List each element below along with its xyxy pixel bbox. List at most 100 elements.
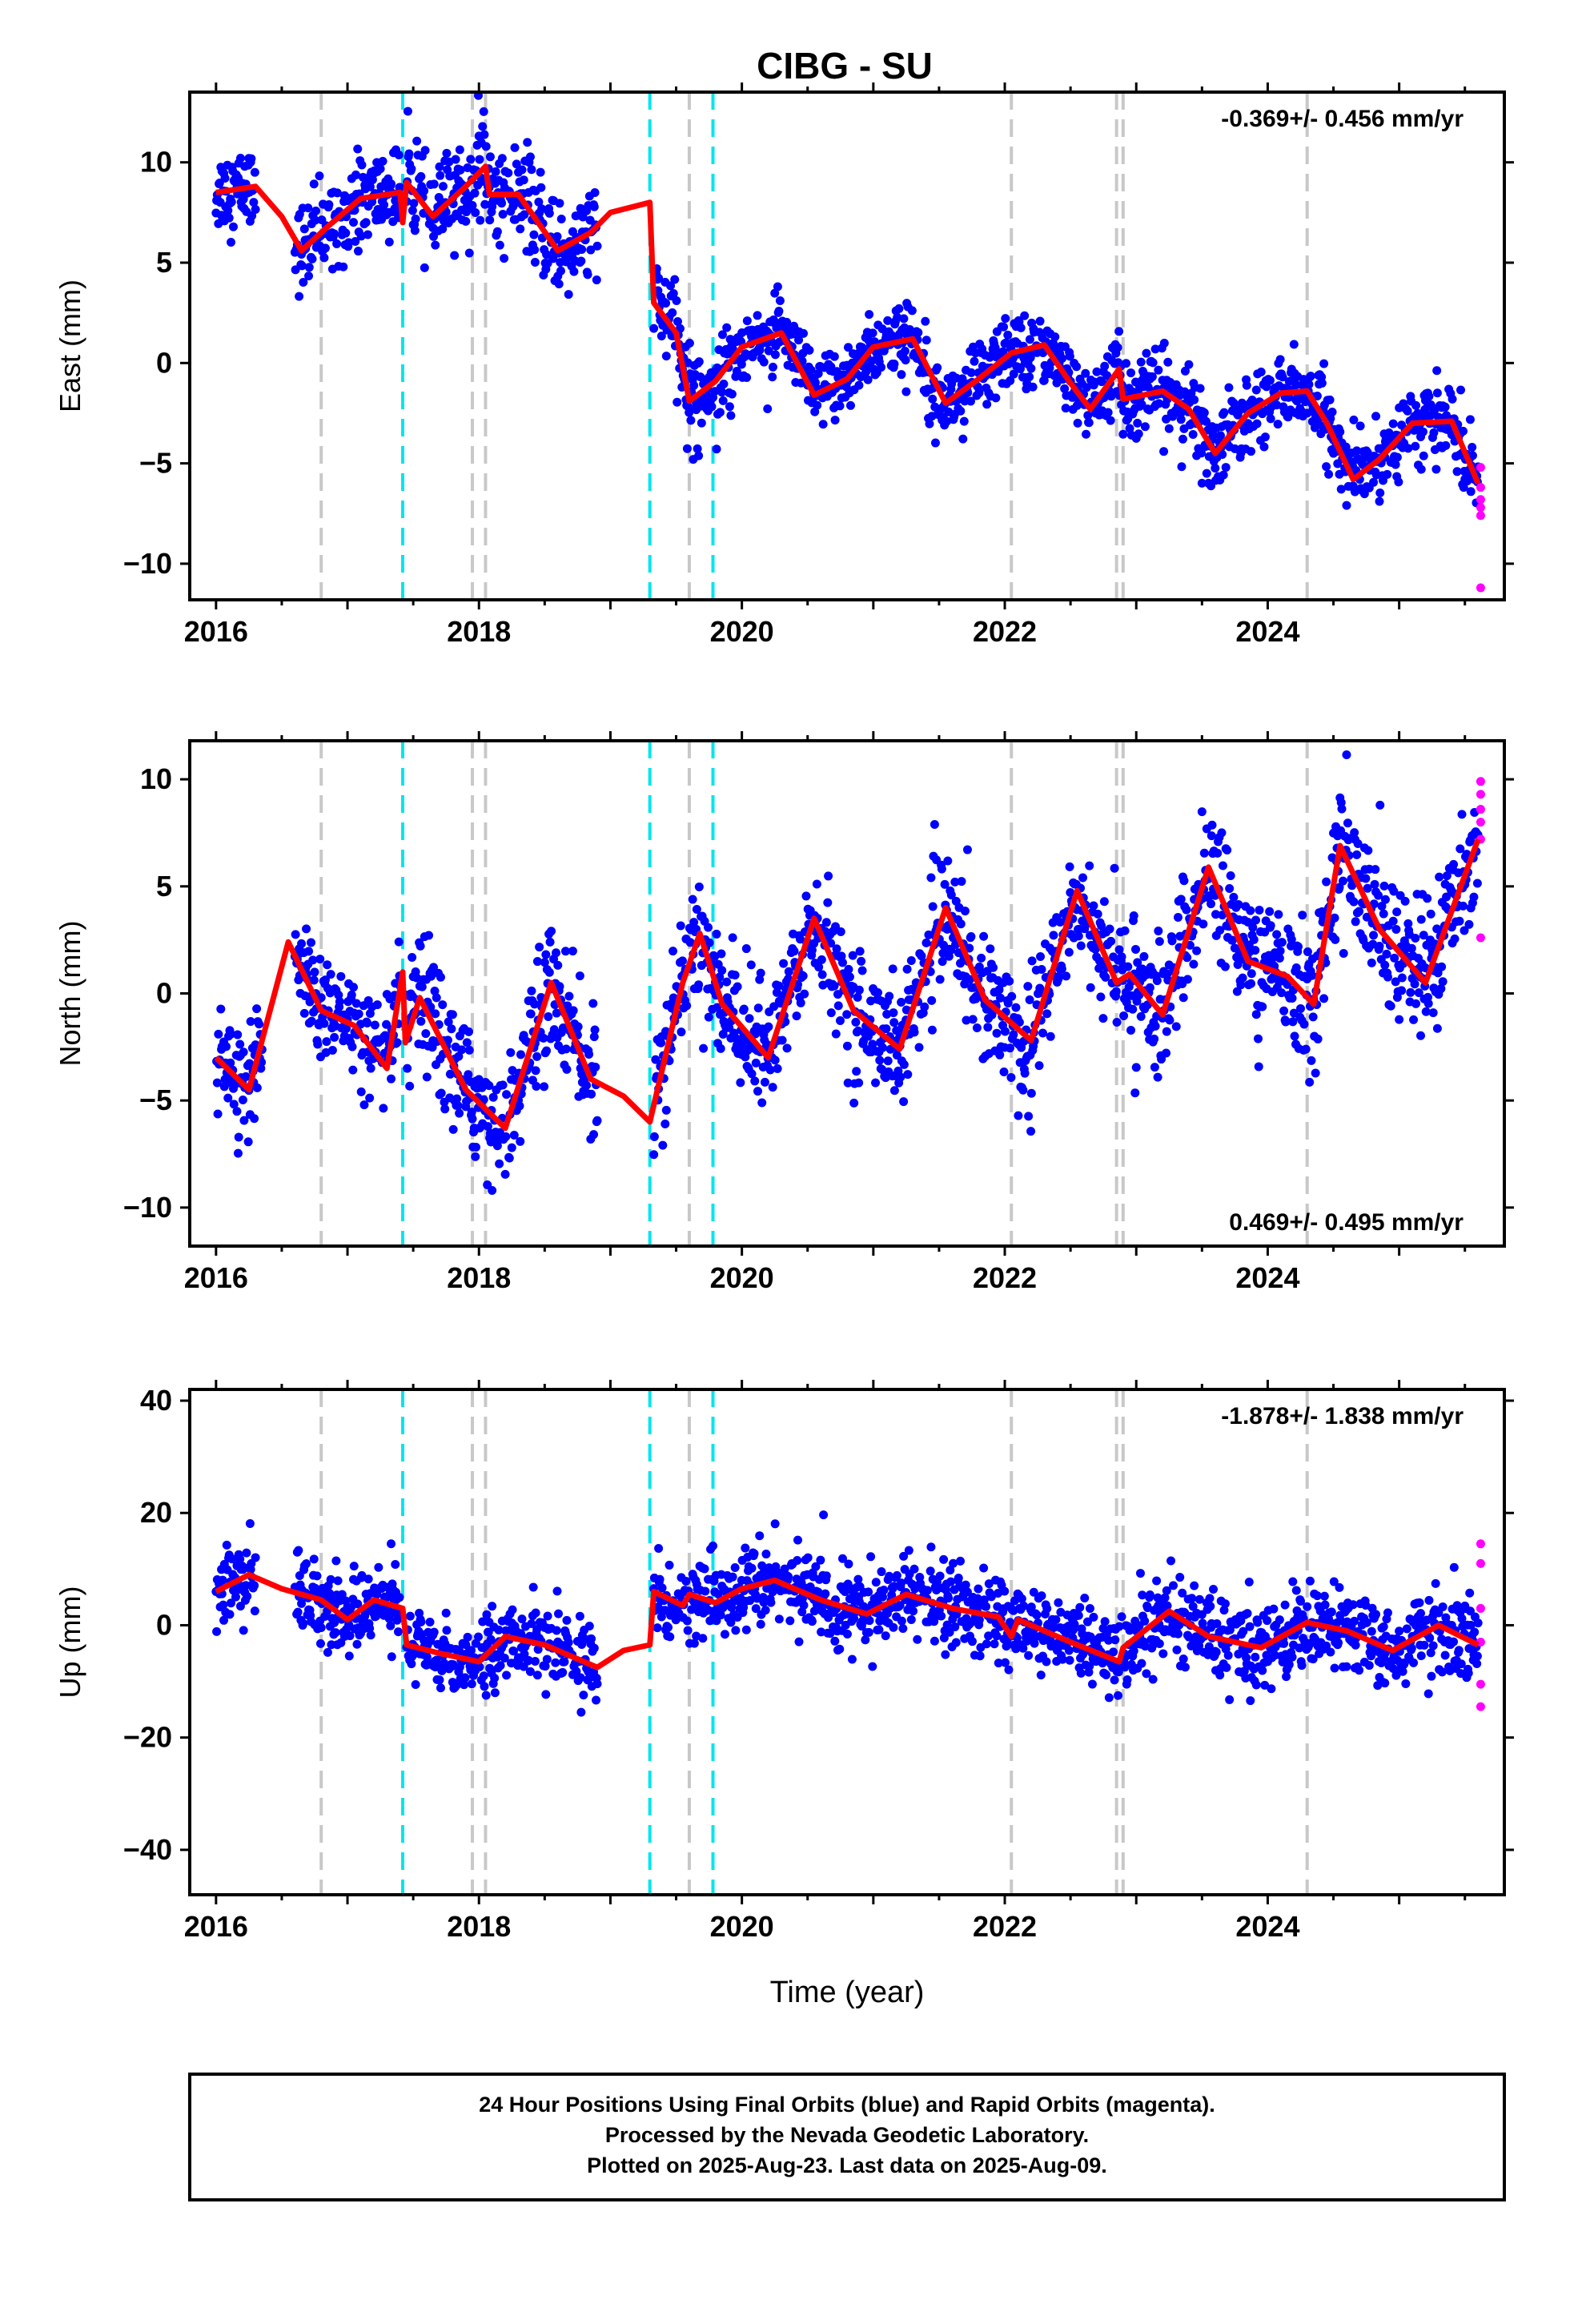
final-orbit-point	[885, 1044, 895, 1054]
velocity-rate-label: 0.469+/- 0.495 mm/yr	[1229, 1209, 1464, 1236]
final-orbit-point	[741, 1625, 751, 1634]
final-orbit-point	[816, 1555, 825, 1565]
final-orbit-point	[225, 1610, 235, 1619]
final-orbit-point	[651, 1055, 661, 1064]
final-orbit-point	[466, 155, 476, 164]
final-orbit-point	[1054, 971, 1064, 981]
y-axis-label: North (mm)	[54, 921, 86, 1067]
final-orbit-point	[1058, 1655, 1067, 1664]
final-orbit-point	[429, 963, 439, 972]
final-orbit-point	[1177, 462, 1186, 472]
final-orbit-point	[1159, 338, 1169, 348]
final-orbit-point	[394, 937, 404, 947]
final-orbit-point	[473, 92, 483, 100]
final-orbit-point	[1275, 946, 1285, 955]
final-orbit-point	[774, 981, 784, 991]
final-orbit-point	[1038, 1028, 1048, 1038]
final-orbit-point	[438, 1000, 448, 1010]
final-orbit-point	[516, 224, 525, 234]
final-orbit-point	[363, 230, 372, 239]
final-orbit-point	[1449, 859, 1459, 869]
final-orbit-point	[325, 1589, 335, 1598]
final-orbit-point	[226, 1598, 235, 1608]
final-orbit-point	[320, 975, 330, 985]
final-orbit-point	[1304, 380, 1314, 389]
final-orbit-point	[1030, 1638, 1039, 1648]
final-orbit-point	[1083, 411, 1093, 420]
final-orbit-point	[471, 208, 480, 218]
final-orbit-point	[226, 1058, 235, 1068]
final-orbit-point	[573, 1022, 583, 1031]
final-orbit-point	[495, 240, 504, 250]
final-orbit-point	[527, 1618, 536, 1628]
final-orbit-point	[235, 1554, 245, 1564]
final-orbit-point	[238, 1096, 247, 1105]
final-orbit-point	[1403, 919, 1413, 928]
final-orbit-point	[347, 1042, 357, 1051]
final-orbit-point	[357, 160, 367, 170]
final-orbit-point	[1273, 420, 1283, 429]
final-orbit-point	[922, 1586, 932, 1595]
final-orbit-point	[716, 1610, 725, 1620]
final-orbit-point	[592, 1695, 601, 1705]
final-orbit-point	[330, 229, 339, 239]
final-orbit-point	[1162, 1048, 1171, 1058]
x-tick-label: 2018	[447, 1261, 511, 1294]
x-tick-label: 2018	[447, 615, 511, 648]
final-orbit-point	[457, 1045, 467, 1055]
final-orbit-point	[1211, 910, 1221, 919]
final-orbit-point	[1049, 931, 1058, 940]
final-orbit-point	[544, 208, 554, 218]
velocity-rate-label: -0.369+/- 0.456 mm/yr	[1221, 106, 1464, 132]
final-orbit-point	[1265, 376, 1275, 385]
final-orbit-point	[1138, 1590, 1147, 1600]
final-orbit-point	[810, 378, 820, 388]
final-orbit-point	[694, 451, 704, 460]
final-orbit-point	[233, 1030, 243, 1039]
final-orbit-point	[245, 1059, 255, 1068]
final-orbit-point	[252, 1083, 262, 1092]
final-orbit-point	[531, 1066, 540, 1076]
final-orbit-point	[1291, 963, 1301, 972]
final-orbit-point	[784, 967, 793, 976]
final-orbit-point	[1369, 931, 1379, 940]
final-orbit-point	[445, 1069, 455, 1079]
final-orbit-point	[1062, 1629, 1071, 1638]
final-orbit-point	[1312, 392, 1322, 401]
final-orbit-point	[471, 1152, 480, 1161]
final-orbit-point	[1251, 915, 1261, 925]
final-orbit-point	[1253, 1034, 1263, 1043]
final-orbit-point	[930, 1617, 939, 1626]
final-orbit-point	[1266, 921, 1275, 931]
final-orbit-point	[1061, 404, 1070, 413]
final-orbit-point	[657, 1583, 667, 1593]
final-orbit-point	[770, 1519, 780, 1529]
final-orbit-point	[1411, 400, 1421, 410]
final-orbit-point	[560, 947, 570, 956]
final-orbit-point	[1025, 995, 1034, 1004]
final-orbit-point	[789, 947, 799, 956]
final-orbit-point	[319, 253, 329, 263]
final-orbit-point	[438, 182, 448, 191]
final-orbit-point	[1459, 901, 1468, 911]
final-orbit-point	[1064, 947, 1074, 957]
final-orbit-point	[1145, 983, 1154, 992]
final-orbit-point	[694, 980, 704, 990]
final-orbit-point	[883, 1056, 893, 1066]
final-orbit-point	[1277, 938, 1287, 947]
final-orbit-point	[894, 304, 904, 313]
final-orbit-point	[1353, 838, 1363, 848]
final-orbit-point	[741, 1543, 750, 1553]
final-orbit-point	[1468, 443, 1477, 452]
final-orbit-point	[1207, 899, 1216, 909]
final-orbit-point	[966, 368, 976, 377]
final-orbit-point	[1251, 1010, 1261, 1019]
final-orbit-point	[799, 1600, 809, 1610]
final-orbit-point	[835, 1015, 845, 1025]
y-tick-label: −5	[139, 447, 172, 480]
final-orbit-point	[1122, 1675, 1132, 1685]
final-orbit-point	[349, 1562, 359, 1571]
final-orbit-point	[1259, 442, 1269, 452]
final-orbit-point	[1064, 1646, 1074, 1655]
final-orbit-point	[444, 1017, 453, 1027]
